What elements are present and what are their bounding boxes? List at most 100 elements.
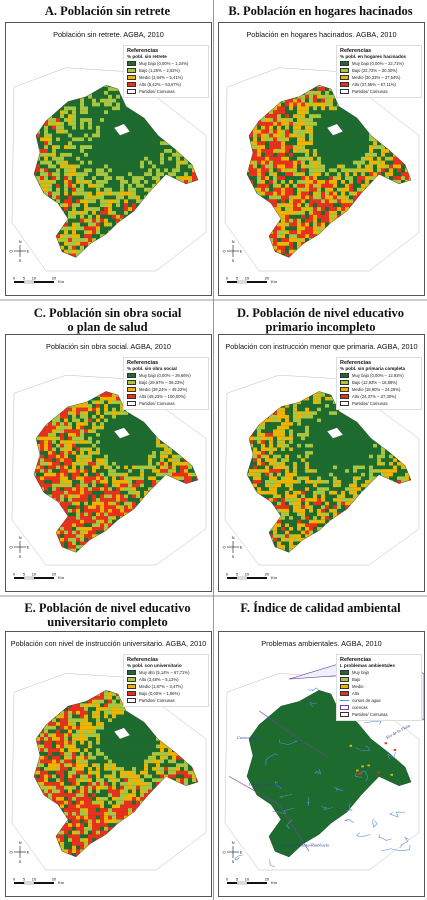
tract bbox=[48, 411, 52, 415]
tract bbox=[353, 106, 357, 111]
tract bbox=[34, 422, 36, 426]
tract bbox=[325, 187, 329, 192]
tract bbox=[52, 230, 56, 235]
tract bbox=[48, 454, 52, 459]
tract bbox=[76, 451, 80, 455]
tract bbox=[345, 180, 349, 184]
tract bbox=[156, 145, 160, 150]
tract bbox=[96, 552, 100, 553]
tract bbox=[353, 164, 357, 169]
tract bbox=[92, 396, 96, 401]
tract bbox=[68, 230, 72, 235]
tract bbox=[321, 176, 325, 181]
tract bbox=[34, 141, 36, 146]
tract bbox=[40, 425, 44, 430]
tract bbox=[140, 191, 144, 196]
tract bbox=[108, 195, 112, 200]
tract bbox=[60, 253, 64, 258]
tract bbox=[301, 118, 305, 122]
tract bbox=[52, 490, 56, 495]
tract bbox=[305, 137, 309, 142]
tract bbox=[72, 125, 76, 130]
tract bbox=[317, 183, 321, 188]
tract bbox=[34, 490, 36, 495]
tract bbox=[353, 110, 357, 115]
tract bbox=[48, 541, 52, 546]
tract bbox=[192, 253, 196, 258]
tract bbox=[273, 195, 277, 200]
tract bbox=[40, 519, 44, 524]
tract bbox=[247, 118, 249, 122]
tract bbox=[353, 137, 357, 142]
tract bbox=[56, 490, 60, 495]
tract bbox=[68, 214, 72, 219]
tract bbox=[329, 106, 333, 111]
tract bbox=[40, 183, 44, 188]
tract bbox=[349, 145, 353, 150]
tract bbox=[156, 168, 160, 173]
tract bbox=[56, 152, 60, 157]
tract bbox=[40, 447, 44, 452]
tract bbox=[64, 530, 68, 535]
tract bbox=[100, 203, 104, 208]
tract bbox=[289, 241, 293, 246]
tract bbox=[160, 222, 164, 227]
tract bbox=[160, 133, 164, 138]
tract bbox=[192, 234, 196, 239]
tract bbox=[34, 121, 36, 126]
tract bbox=[116, 498, 120, 502]
tract bbox=[48, 469, 52, 473]
tract bbox=[112, 451, 116, 455]
tract bbox=[277, 145, 281, 150]
tract bbox=[84, 527, 88, 531]
tract bbox=[176, 121, 180, 126]
tract bbox=[132, 210, 136, 215]
tract bbox=[365, 199, 369, 204]
tract bbox=[409, 199, 411, 204]
tract bbox=[192, 214, 196, 219]
tract bbox=[180, 160, 184, 165]
tract bbox=[317, 176, 321, 181]
tract bbox=[249, 94, 253, 99]
tract bbox=[289, 238, 293, 242]
tract bbox=[88, 480, 92, 484]
tract bbox=[269, 98, 273, 103]
tract bbox=[353, 253, 357, 258]
tract bbox=[184, 121, 188, 126]
tract bbox=[289, 180, 293, 184]
tract bbox=[116, 191, 120, 196]
tract bbox=[285, 102, 289, 107]
compass-letter: O bbox=[9, 249, 12, 254]
tract bbox=[80, 487, 84, 491]
tract bbox=[172, 137, 176, 142]
tract bbox=[313, 90, 317, 95]
tract bbox=[293, 133, 297, 138]
tract bbox=[377, 149, 381, 153]
tract bbox=[108, 191, 112, 196]
tract bbox=[100, 400, 104, 405]
tract bbox=[144, 176, 148, 181]
tract bbox=[100, 106, 104, 111]
tract bbox=[265, 241, 269, 246]
tract bbox=[120, 418, 124, 423]
tract bbox=[301, 125, 305, 130]
tract bbox=[309, 207, 313, 211]
tract bbox=[369, 207, 373, 211]
tract bbox=[96, 207, 100, 211]
tract bbox=[329, 149, 333, 153]
tract bbox=[377, 222, 381, 227]
tract bbox=[397, 164, 401, 169]
tract bbox=[269, 133, 273, 138]
tract bbox=[36, 465, 40, 470]
tract bbox=[144, 168, 148, 173]
tract bbox=[269, 137, 273, 142]
tract bbox=[188, 176, 192, 181]
tract bbox=[152, 218, 156, 223]
tract bbox=[34, 447, 36, 452]
tract bbox=[96, 523, 100, 528]
tract bbox=[88, 429, 92, 434]
tract bbox=[401, 172, 405, 177]
tract bbox=[393, 253, 397, 258]
tract bbox=[48, 249, 52, 254]
tract bbox=[80, 451, 84, 455]
